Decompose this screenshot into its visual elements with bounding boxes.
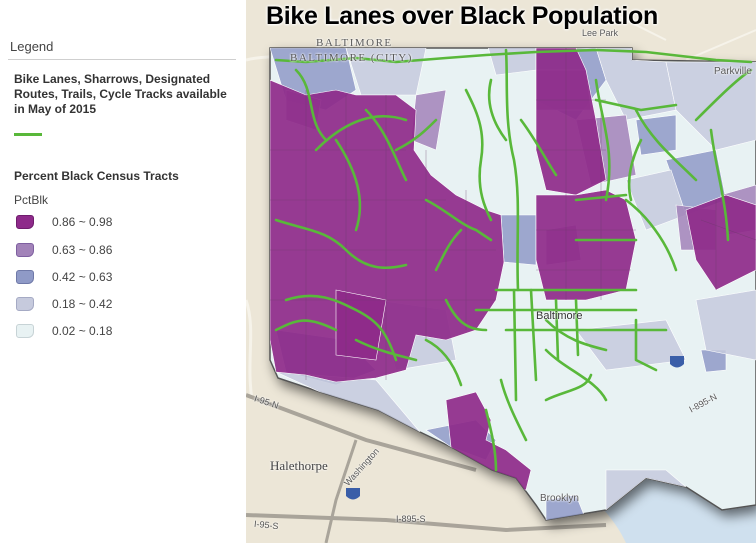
bike-layer-title: Bike Lanes, Sharrows, Designated Routes,…: [14, 72, 227, 116]
tract-086-098[interactable]: [685, 194, 756, 291]
tract-018-042[interactable]: [695, 289, 756, 361]
basemap-road: [605, 9, 756, 61]
map-title: Bike Lanes over Black Population: [266, 2, 658, 30]
class-label-2: 0.63 ~ 0.86: [52, 243, 113, 257]
class-swatch-1: [16, 215, 34, 229]
class-swatch-3: [16, 270, 34, 284]
basemap-road: [246, 299, 254, 401]
label-i895-s: I-895-S: [396, 514, 426, 524]
tract-042-063[interactable]: [545, 494, 587, 520]
class-label-4: 0.18 ~ 0.42: [52, 297, 113, 311]
label-baltimore-city: BALTIMORE (CITY): [290, 52, 413, 64]
route-shield: [346, 356, 684, 500]
field-name: PctBlk: [14, 193, 49, 207]
legend-class-3: 0.42 ~ 0.63: [14, 269, 214, 287]
label-baltimore: BALTIMORE: [316, 37, 393, 49]
tract-086-098[interactable]: [270, 79, 505, 383]
label-halethorpe: Halethorpe: [270, 458, 328, 473]
class-label-1: 0.86 ~ 0.98: [52, 215, 113, 229]
legend-class-1: 0.86 ~ 0.98: [14, 214, 214, 232]
legend-class-4: 0.18 ~ 0.42: [14, 296, 214, 314]
tract-086-098[interactable]: [535, 189, 637, 301]
interstate-95: [246, 393, 477, 472]
tract-086-098[interactable]: [535, 48, 607, 196]
map-view[interactable]: BALTIMORE BALTIMORE (CITY) Lee Park Park…: [246, 0, 756, 543]
label-baltimore-center: Baltimore: [536, 310, 583, 322]
population-layer-title: Percent Black Census Tracts: [14, 169, 179, 183]
map-canvas[interactable]: [246, 0, 756, 543]
legend-class-2: 0.63 ~ 0.86: [14, 242, 214, 260]
legend-class-5: 0.02 ~ 0.18: [14, 323, 214, 341]
legend-heading: Legend: [10, 39, 54, 54]
interstate-895: [246, 513, 607, 533]
class-swatch-2: [16, 243, 34, 257]
label-parkville: Parkville: [714, 66, 752, 77]
legend-divider: [8, 59, 236, 60]
interstate-195: [324, 439, 358, 543]
class-swatch-5: [16, 324, 34, 338]
class-label-3: 0.42 ~ 0.63: [52, 270, 113, 284]
legend-panel: Legend Bike Lanes, Sharrows, Designated …: [0, 0, 246, 543]
bike-lane-symbol: [14, 133, 42, 136]
class-swatch-4: [16, 297, 34, 311]
label-brooklyn: Brooklyn: [540, 493, 579, 504]
class-label-5: 0.02 ~ 0.18: [52, 324, 113, 338]
bike-lanes: [274, 48, 753, 472]
tract-018-042[interactable]: [605, 469, 687, 511]
label-lee-park: Lee Park: [582, 28, 619, 38]
